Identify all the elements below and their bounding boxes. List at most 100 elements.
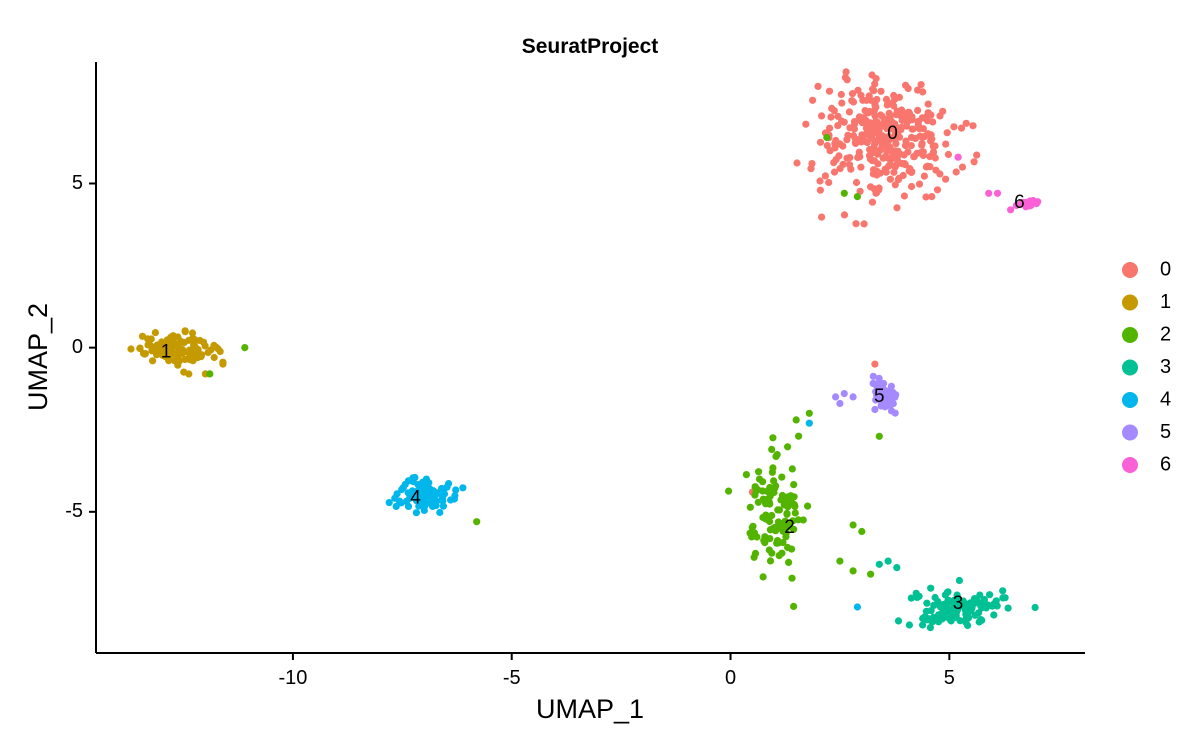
point-cluster-0 (867, 148, 875, 156)
point-cluster-0 (886, 112, 894, 120)
point-cluster-2 (751, 491, 759, 499)
cluster-label-5: 5 (874, 386, 885, 407)
point-cluster-4 (393, 490, 401, 498)
point-cluster-2 (769, 464, 777, 472)
point-cluster-0 (840, 211, 849, 219)
point-cluster-0 (882, 95, 891, 103)
legend-key-1 (1122, 294, 1138, 311)
point-cluster-1 (176, 344, 184, 352)
point-cluster-5 (869, 372, 877, 380)
point-cluster-2 (853, 193, 862, 201)
point-cluster-3 (962, 602, 971, 611)
point-cluster-1 (192, 352, 200, 360)
point-cluster-0 (891, 181, 899, 189)
point-cluster-0 (857, 163, 865, 171)
point-cluster-2 (782, 533, 790, 541)
point-cluster-6 (954, 153, 962, 161)
point-cluster-1 (167, 333, 175, 341)
point-cluster-0 (830, 168, 839, 176)
point-cluster-4 (411, 473, 419, 482)
cluster-5-points (832, 372, 900, 417)
point-cluster-1 (181, 355, 189, 363)
point-cluster-0 (900, 192, 909, 200)
point-cluster-0 (837, 90, 845, 99)
point-cluster-4 (452, 486, 460, 494)
point-cluster-2 (763, 487, 771, 495)
point-cluster-3 (1031, 603, 1039, 612)
point-cluster-0 (827, 113, 835, 121)
point-cluster-2 (780, 501, 788, 509)
point-cluster-3 (968, 600, 976, 608)
point-cluster-0 (897, 126, 905, 134)
point-cluster-0 (936, 170, 944, 178)
point-cluster-3 (954, 605, 962, 614)
point-cluster-6 (985, 189, 993, 197)
legend-key-2 (1122, 327, 1138, 343)
point-cluster-0 (850, 118, 859, 126)
point-cluster-2 (858, 527, 866, 536)
point-cluster-0 (821, 172, 830, 180)
point-cluster-4 (392, 502, 400, 510)
point-cluster-0 (825, 87, 834, 95)
point-cluster-0 (862, 130, 871, 138)
point-cluster-2 (787, 498, 795, 506)
point-cluster-5 (871, 405, 879, 414)
point-cluster-0 (868, 198, 877, 206)
point-cluster-2 (759, 478, 767, 486)
point-cluster-0 (886, 143, 894, 151)
point-cluster-0 (908, 116, 916, 124)
point-cluster-3 (956, 600, 964, 608)
point-cluster-3 (962, 618, 970, 627)
point-cluster-2 (799, 516, 807, 524)
point-cluster-2 (849, 567, 857, 575)
x-axis-title: UMAP_1 (536, 694, 644, 724)
point-cluster-3 (944, 588, 952, 596)
point-cluster-3 (907, 594, 915, 602)
point-cluster-1 (180, 368, 188, 376)
point-cluster-0 (872, 103, 880, 111)
point-cluster-0 (893, 204, 901, 212)
point-cluster-2 (766, 557, 775, 565)
point-cluster-0 (923, 117, 932, 125)
point-cluster-3 (875, 560, 883, 568)
point-cluster-1 (141, 350, 149, 358)
point-cluster-1 (181, 327, 189, 335)
point-cluster-0 (849, 98, 858, 106)
point-cluster-2 (770, 477, 778, 485)
point-cluster-2 (805, 409, 813, 417)
legend-label-3: 3 (1160, 356, 1171, 378)
point-cluster-0 (857, 91, 865, 99)
point-cluster-0 (936, 112, 944, 120)
point-cluster-0 (910, 153, 918, 161)
point-cluster-0 (918, 140, 926, 148)
point-cluster-0 (816, 177, 824, 185)
point-cluster-0 (834, 122, 842, 130)
point-cluster-1 (136, 344, 144, 352)
point-cluster-0 (816, 138, 825, 146)
point-cluster-0 (830, 159, 838, 167)
point-cluster-3 (927, 607, 935, 615)
point-cluster-3 (990, 611, 998, 619)
point-cluster-2 (725, 487, 733, 495)
point-cluster-2 (784, 443, 792, 451)
point-cluster-3 (923, 599, 931, 607)
point-cluster-1 (151, 329, 159, 337)
point-cluster-0 (924, 100, 932, 108)
point-cluster-4 (395, 497, 404, 505)
point-cluster-0 (839, 160, 847, 168)
point-cluster-2 (768, 445, 776, 453)
cluster-label-3: 3 (953, 593, 964, 614)
point-cluster-3 (927, 584, 935, 592)
cluster-1-points (127, 327, 227, 378)
point-cluster-0 (898, 160, 906, 168)
point-cluster-0 (826, 124, 834, 132)
point-cluster-4 (417, 485, 425, 493)
point-cluster-1 (177, 337, 185, 346)
point-cluster-2 (746, 503, 754, 511)
point-cluster-3 (986, 591, 994, 599)
point-cluster-0 (903, 122, 911, 130)
legend-label-6: 6 (1160, 453, 1171, 475)
point-cluster-4 (401, 480, 409, 489)
point-cluster-0 (852, 220, 860, 228)
